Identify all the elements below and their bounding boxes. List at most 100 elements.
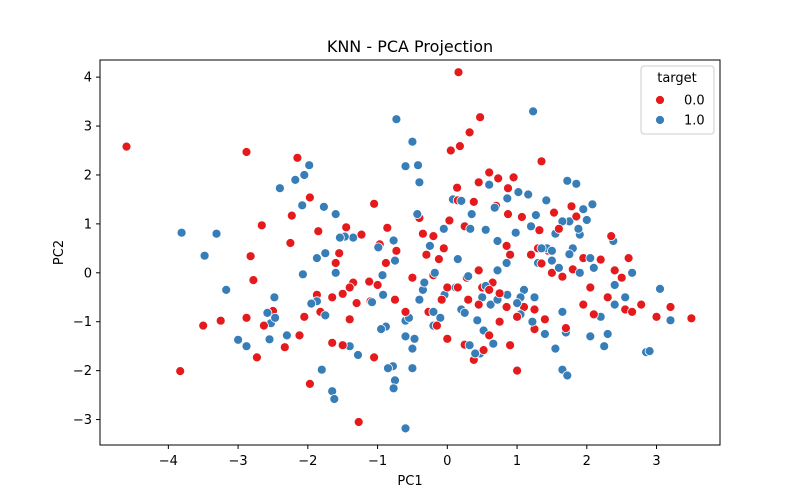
scatter-point-target-1.0 (529, 292, 540, 303)
scatter-point-target-0.0 (421, 249, 432, 260)
scatter-point-target-1.0 (407, 136, 418, 147)
scatter-point-target-0.0 (665, 302, 676, 312)
scatter-point-target-1.0 (456, 195, 467, 206)
scatter-point-target-0.0 (526, 249, 536, 260)
y-axis-label: PC2 (52, 240, 67, 265)
scatter-point-target-0.0 (512, 311, 522, 322)
scatter-point-target-1.0 (388, 235, 399, 246)
scatter-point-target-1.0 (665, 315, 676, 326)
scatter-point-target-0.0 (484, 167, 495, 178)
scatter-point-target-0.0 (534, 225, 545, 236)
scatter-point-target-0.0 (623, 253, 634, 264)
scatter-point-target-0.0 (627, 306, 637, 317)
scatter-point-target-0.0 (344, 282, 355, 293)
scatter-point-target-0.0 (369, 198, 380, 209)
scatter-point-target-1.0 (391, 114, 402, 125)
scatter-point-target-0.0 (536, 156, 547, 167)
scatter-point-target-1.0 (585, 331, 596, 342)
scatter-point-target-1.0 (557, 306, 568, 317)
scatter-point-target-1.0 (412, 209, 423, 220)
scatter-point-target-0.0 (444, 215, 455, 226)
x-tick-label: −2 (298, 454, 317, 469)
scatter-point-target-0.0 (602, 292, 613, 303)
scatter-point-target-0.0 (606, 231, 617, 242)
scatter-point-target-0.0 (175, 366, 186, 377)
scatter-point-target-1.0 (428, 306, 439, 317)
scatter-point-target-1.0 (176, 227, 187, 238)
x-tick-label: 2 (583, 454, 591, 469)
scatter-point-target-1.0 (644, 346, 655, 357)
scatter-point-target-0.0 (327, 292, 338, 303)
scatter-point-target-0.0 (493, 173, 504, 184)
scatter-point-target-1.0 (547, 245, 557, 256)
scatter-point-target-0.0 (529, 304, 540, 315)
scatter-point-target-1.0 (269, 292, 280, 303)
scatter-point-target-1.0 (609, 280, 620, 290)
scatter-point-target-1.0 (602, 329, 613, 339)
x-tick-label: 1 (513, 454, 521, 469)
scatter-point-target-0.0 (454, 141, 465, 152)
scatter-point-target-1.0 (527, 316, 538, 327)
scatter-point-target-1.0 (241, 341, 252, 352)
scatter-point-target-0.0 (557, 271, 568, 282)
scatter-point-target-1.0 (274, 183, 285, 194)
x-tick-label: −3 (229, 454, 248, 469)
scatter-point-target-0.0 (353, 417, 364, 427)
scatter-point-target-0.0 (473, 299, 484, 310)
plot-area (121, 67, 697, 434)
scatter-point-target-1.0 (463, 271, 474, 282)
scatter-point-target-0.0 (364, 276, 375, 287)
scatter-point-target-0.0 (505, 340, 516, 351)
scatter-point-target-1.0 (264, 334, 275, 345)
scatter-point-target-0.0 (400, 306, 411, 317)
scatter-point-target-1.0 (627, 267, 637, 278)
scatter-point-target-1.0 (299, 170, 310, 180)
scatter-point-target-1.0 (492, 265, 503, 276)
scatter-point-target-1.0 (407, 363, 418, 374)
scatter-point-target-1.0 (609, 299, 620, 310)
scatter-point-target-1.0 (547, 255, 557, 266)
scatter-point-target-1.0 (290, 174, 301, 185)
scatter-point-target-0.0 (337, 340, 348, 351)
scatter-point-target-1.0 (400, 161, 411, 172)
scatter-point-target-1.0 (492, 236, 503, 246)
scatter-point-target-0.0 (313, 226, 324, 237)
scatter-point-target-0.0 (245, 251, 256, 262)
scatter-point-target-1.0 (465, 223, 476, 234)
scatter-point-target-0.0 (540, 314, 550, 325)
scatter-point-target-1.0 (329, 394, 340, 404)
scatter-point-target-0.0 (330, 258, 341, 268)
scatter-point-target-0.0 (256, 220, 267, 231)
scatter-point-target-1.0 (562, 370, 573, 381)
scatter-point-target-1.0 (484, 179, 495, 190)
scatter-point-target-0.0 (417, 228, 428, 239)
scatter-point-target-1.0 (330, 267, 341, 278)
scatter-point-target-1.0 (554, 262, 564, 273)
scatter-point-target-1.0 (304, 160, 315, 171)
scatter-point-target-0.0 (473, 265, 484, 276)
scatter-point-target-0.0 (241, 147, 252, 157)
scatter-point-target-1.0 (571, 178, 582, 189)
legend: target 0.0 1.0 (640, 65, 715, 135)
scatter-point-target-1.0 (270, 312, 281, 323)
scatter-point-target-0.0 (380, 258, 391, 268)
scatter-point-target-1.0 (388, 383, 399, 394)
scatter-point-target-0.0 (549, 207, 559, 218)
scatter-point-target-1.0 (334, 232, 345, 243)
scatter-point-target-1.0 (526, 221, 536, 232)
scatter-point-target-0.0 (464, 127, 475, 138)
scatter-point-target-0.0 (292, 152, 303, 163)
scatter-point-target-0.0 (484, 284, 495, 295)
scatter-point-target-1.0 (510, 227, 521, 238)
y-tick-label: −2 (73, 364, 92, 379)
scatter-point-target-1.0 (513, 187, 524, 198)
scatter-point-target-1.0 (376, 324, 387, 335)
scatter-point-target-0.0 (341, 222, 352, 233)
scatter-point-target-0.0 (286, 210, 297, 221)
legend-title: target (657, 71, 697, 86)
scatter-point-target-1.0 (531, 210, 541, 221)
scatter-point-target-0.0 (517, 212, 527, 222)
scatter-point-target-1.0 (378, 289, 389, 300)
scatter-point-target-0.0 (327, 337, 338, 348)
